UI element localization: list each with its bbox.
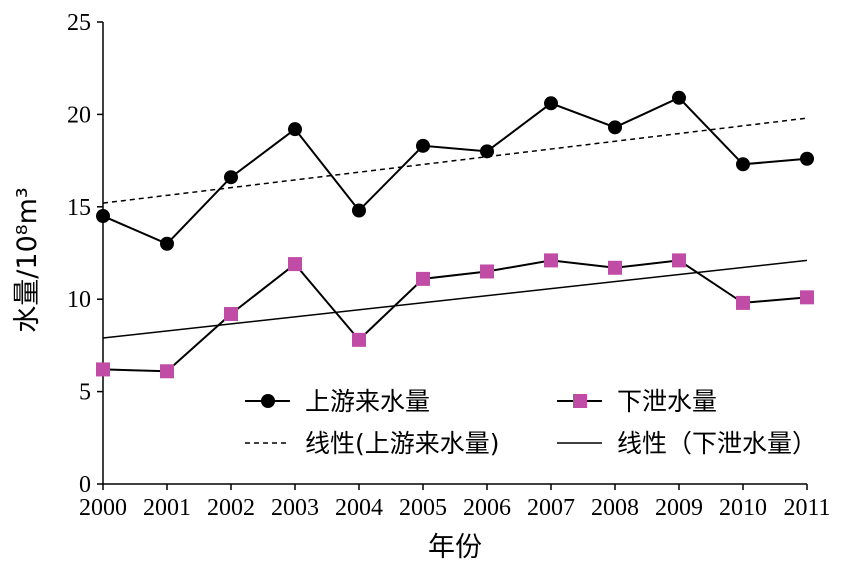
x-tick-label: 2007 xyxy=(527,495,575,521)
x-axis-label: 年份 xyxy=(428,532,482,563)
legend-label-discharge: 下泄水量 xyxy=(617,387,717,416)
y-tick-label: 5 xyxy=(79,380,91,406)
y-tick-label: 25 xyxy=(67,10,91,36)
x-tick-label: 2002 xyxy=(207,495,255,521)
data-point xyxy=(736,157,750,172)
data-point xyxy=(352,332,366,347)
y-tick-label: 0 xyxy=(79,472,91,498)
x-tick-label: 2004 xyxy=(335,495,383,521)
trendline-upstream xyxy=(102,117,808,204)
data-point xyxy=(672,90,686,105)
trendline-discharge xyxy=(102,259,808,339)
data-series xyxy=(96,90,814,379)
data-point xyxy=(96,362,110,377)
legend-label-upstream-trend: 线性(上游来水量) xyxy=(305,429,500,458)
series-discharge xyxy=(96,253,814,379)
data-point xyxy=(96,209,110,224)
data-point xyxy=(160,364,174,379)
x-tick-label: 2001 xyxy=(143,495,191,521)
data-point xyxy=(800,151,814,166)
data-point xyxy=(608,120,622,135)
data-point xyxy=(160,236,174,251)
data-point xyxy=(288,257,302,272)
y-axis-label: 水量/10⁸m³ xyxy=(12,187,43,332)
legend-item-upstream: 上游来水量 xyxy=(245,387,430,416)
data-point xyxy=(416,138,430,153)
series-line xyxy=(102,96,808,245)
legend-item-upstream-trend: 线性(上游来水量) xyxy=(245,429,500,458)
legend-item-discharge: 下泄水量 xyxy=(557,387,717,416)
legend-label-upstream: 上游来水量 xyxy=(305,387,430,416)
x-tick-label: 2005 xyxy=(399,495,447,521)
legend-marker-circle xyxy=(261,394,275,408)
y-ticks: 0 5 10 15 20 25 xyxy=(67,10,103,498)
x-tick-label: 2009 xyxy=(655,495,703,521)
data-point xyxy=(544,96,558,111)
x-tick-label: 2003 xyxy=(271,495,319,521)
trendlines xyxy=(102,117,808,339)
y-tick-label: 15 xyxy=(67,195,91,221)
data-point xyxy=(224,170,238,185)
data-point xyxy=(416,271,430,286)
data-point xyxy=(352,203,366,218)
legend-label-discharge-trend: 线性（下泄水量） xyxy=(617,429,817,458)
data-point xyxy=(480,264,494,279)
x-tick-label: 2011 xyxy=(783,495,830,521)
x-tick-label: 2006 xyxy=(463,495,511,521)
series-upstream xyxy=(96,90,814,251)
data-point xyxy=(544,253,558,268)
x-ticks: 2000 2001 2002 2003 2004 2005 2006 2007 2008 2009… xyxy=(79,484,831,521)
data-point xyxy=(736,295,750,310)
data-point xyxy=(288,122,302,137)
data-point xyxy=(224,306,238,321)
y-tick-label: 10 xyxy=(67,287,91,313)
legend-item-discharge-trend: 线性（下泄水量） xyxy=(557,429,817,458)
data-point xyxy=(608,260,622,275)
x-tick-label: 2010 xyxy=(719,495,767,521)
x-tick-label: 2008 xyxy=(591,495,639,521)
axes xyxy=(102,22,807,485)
y-tick-label: 20 xyxy=(67,102,91,128)
x-tick-label: 2000 xyxy=(79,495,127,521)
legend: 上游来水量 下泄水量 线性(上游来水量) 线性（下泄水量） xyxy=(245,387,817,458)
data-point xyxy=(800,290,814,305)
data-point xyxy=(480,144,494,159)
legend-marker-square xyxy=(573,394,587,408)
series-line xyxy=(102,259,808,373)
data-point xyxy=(672,253,686,268)
